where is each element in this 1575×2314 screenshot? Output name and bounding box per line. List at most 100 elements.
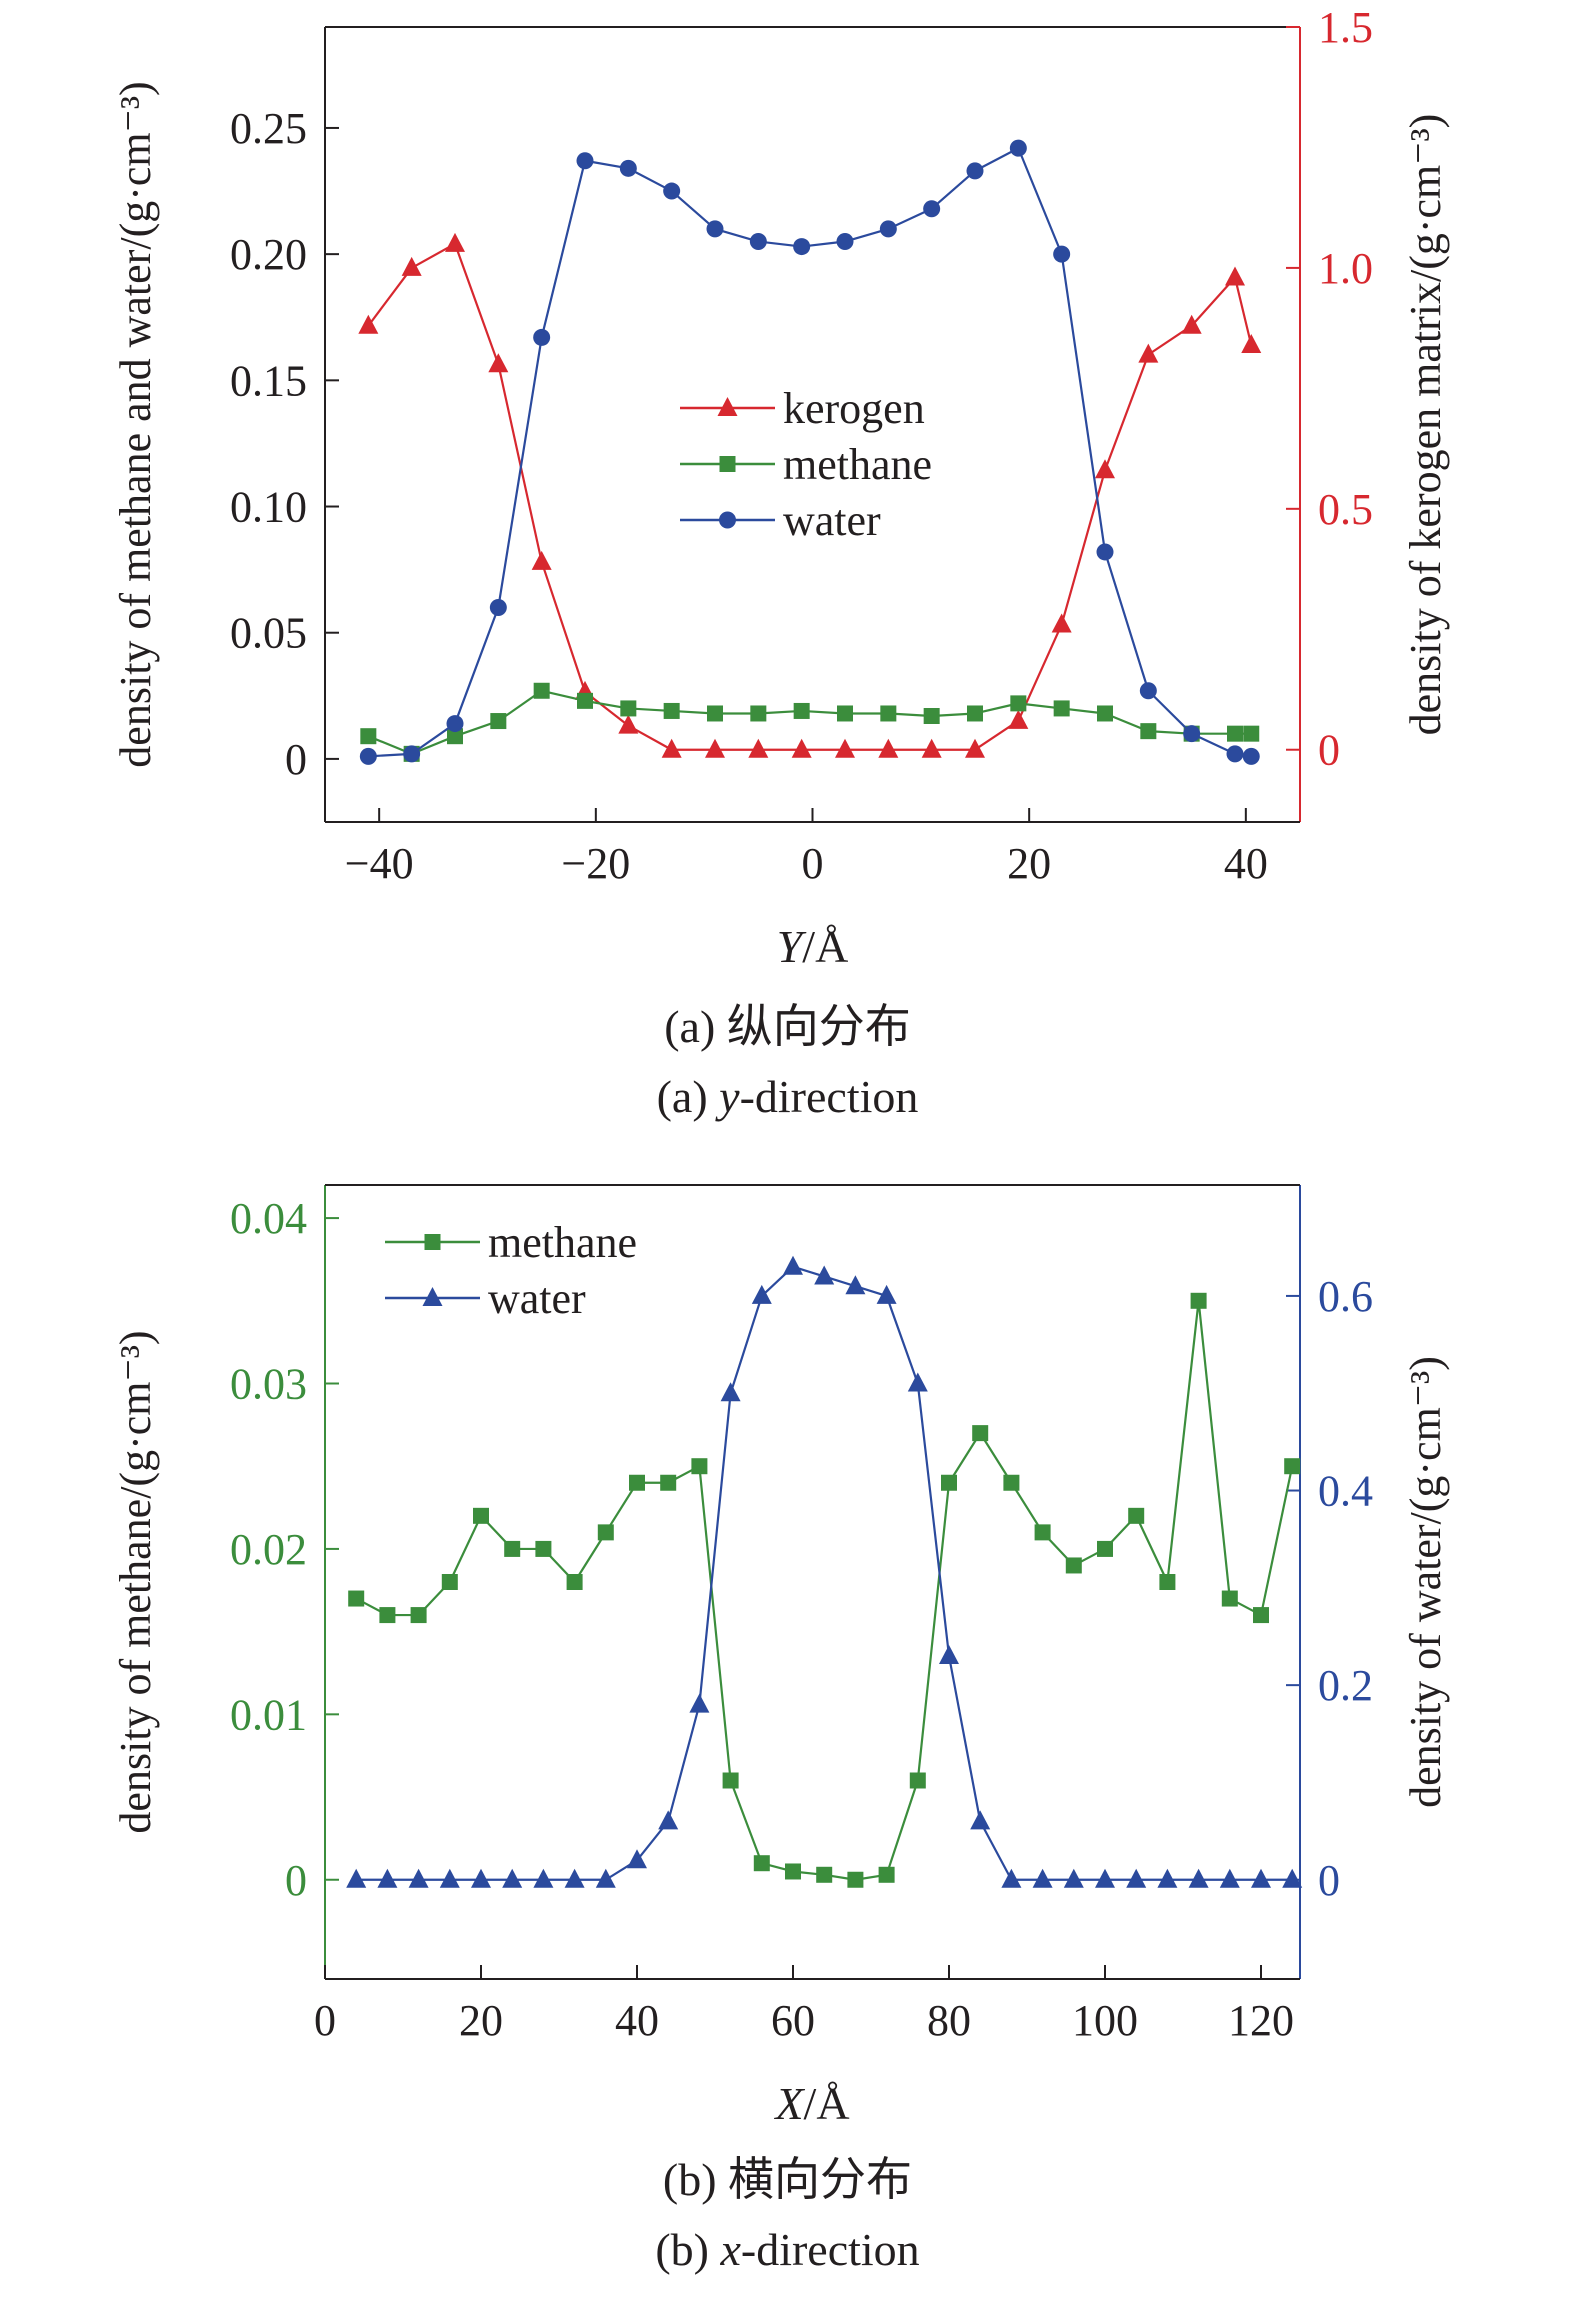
- kerogen-point: [791, 738, 812, 758]
- methane-point: [923, 708, 940, 724]
- water-point: [751, 1284, 772, 1304]
- kerogen-point: [618, 714, 639, 734]
- water-point: [359, 747, 377, 765]
- methane-point: [909, 1772, 926, 1789]
- water-point: [1188, 1868, 1209, 1888]
- water-point: [814, 1265, 835, 1285]
- kerogen-point: [878, 738, 899, 758]
- water-point: [783, 1255, 803, 1275]
- water-point: [1095, 1868, 1115, 1888]
- y-right-axis-title: density of kerogen matrix/(g·cm⁻³): [1401, 114, 1450, 736]
- kerogen-point: [705, 738, 725, 758]
- legend-label-methane: methane: [488, 1218, 637, 1267]
- kerogen-line: [367, 242, 1253, 751]
- kerogen-point: [661, 738, 682, 758]
- water-point: [377, 1868, 398, 1888]
- kerogen-point: [531, 550, 552, 570]
- water-point: [689, 1693, 710, 1713]
- methane-point: [1159, 1574, 1176, 1590]
- x-tick-label: 40: [615, 1996, 659, 2045]
- series-methane: [348, 1292, 1301, 1888]
- water-point: [749, 233, 767, 251]
- water-point: [966, 162, 984, 180]
- caption-b-en: (b) x-direction: [655, 2224, 920, 2275]
- x-tick-label: 0: [802, 839, 824, 888]
- water-point: [1063, 1868, 1084, 1888]
- water-point: [907, 1372, 928, 1392]
- methane-point: [1253, 1607, 1269, 1624]
- kerogen-point: [1225, 266, 1245, 286]
- y-right-tick-label: 0.5: [1318, 485, 1373, 534]
- water-point: [346, 1868, 367, 1888]
- water-point: [1242, 747, 1260, 765]
- water-point: [564, 1868, 585, 1888]
- series-kerogen: [358, 232, 1262, 758]
- methane-point: [441, 1574, 458, 1590]
- methane-point: [967, 705, 983, 722]
- water-point: [970, 1810, 991, 1830]
- methane-point: [941, 1474, 957, 1491]
- methane-point: [1097, 705, 1113, 722]
- water-point: [619, 159, 637, 177]
- methane-point: [847, 1871, 864, 1888]
- water-line: [368, 147, 1252, 758]
- legend-label-methane: methane: [783, 440, 932, 489]
- y-left-tick-label: 0.05: [230, 609, 307, 658]
- water-point: [836, 233, 854, 251]
- y-right-tick-label: 0.6: [1318, 1272, 1373, 1321]
- kerogen-point: [358, 314, 379, 334]
- methane-point: [1221, 1590, 1238, 1607]
- water-point: [658, 1810, 679, 1830]
- series-water: [346, 1255, 1303, 1888]
- water-point: [845, 1275, 866, 1295]
- methane-point: [566, 1574, 583, 1590]
- methane-point: [1140, 723, 1157, 740]
- methane-point: [707, 705, 723, 722]
- methane-point: [1010, 695, 1027, 712]
- x-tick-label: 20: [459, 1996, 503, 2045]
- water-point: [446, 715, 464, 733]
- water-point: [403, 745, 421, 763]
- y-right-tick-label: 1.0: [1318, 244, 1373, 293]
- water-point: [533, 1868, 554, 1888]
- kerogen-point: [1241, 334, 1262, 353]
- methane-line: [355, 1299, 1294, 1881]
- water-point: [879, 220, 897, 238]
- methane-point: [1243, 725, 1260, 742]
- caption-a-cn: (a) 纵向分布: [664, 1001, 911, 1052]
- water-point: [1139, 682, 1157, 700]
- kerogen-point: [1181, 314, 1202, 334]
- y-right-tick-label: 0.4: [1318, 1467, 1373, 1516]
- y-left-tick-label: 0.10: [230, 483, 307, 532]
- y-right-tick-label: 0: [1318, 1856, 1340, 1905]
- y-right-axis-title: density of water/(g·cm⁻³): [1401, 1356, 1450, 1808]
- y-left-tick-label: 0.04: [230, 1194, 307, 1243]
- methane-point: [793, 702, 810, 719]
- water-point: [439, 1868, 460, 1888]
- water-point: [489, 598, 507, 616]
- methane-point: [1034, 1524, 1051, 1541]
- legend-label-water: water: [783, 496, 881, 545]
- water-point: [876, 1284, 897, 1304]
- legend-label-water: water: [488, 1274, 586, 1323]
- methane-point: [379, 1607, 396, 1624]
- kerogen-point: [921, 738, 942, 758]
- methane-point: [447, 728, 463, 745]
- water-point: [533, 328, 551, 346]
- methane-point: [880, 705, 897, 722]
- water-point: [1032, 1868, 1053, 1888]
- methane-point: [816, 1866, 833, 1883]
- water-point: [1001, 1868, 1022, 1888]
- water-point: [502, 1868, 523, 1888]
- methane-point: [837, 705, 853, 722]
- y-left-tick-label: 0.20: [230, 230, 307, 279]
- methane-point: [620, 700, 637, 717]
- figure-a: −40 −20 0 20 40 0 0.05 0.10 0.15 0.20 0.25 0 0.5 1.0 1…: [111, 3, 1450, 1120]
- methane-point: [629, 1474, 645, 1491]
- x-tick-label: 100: [1072, 1996, 1138, 2045]
- methane-point: [1190, 1292, 1207, 1309]
- methane-point: [1227, 725, 1243, 742]
- methane-point: [410, 1607, 427, 1624]
- methane-point: [722, 1772, 739, 1789]
- water-point: [663, 182, 681, 200]
